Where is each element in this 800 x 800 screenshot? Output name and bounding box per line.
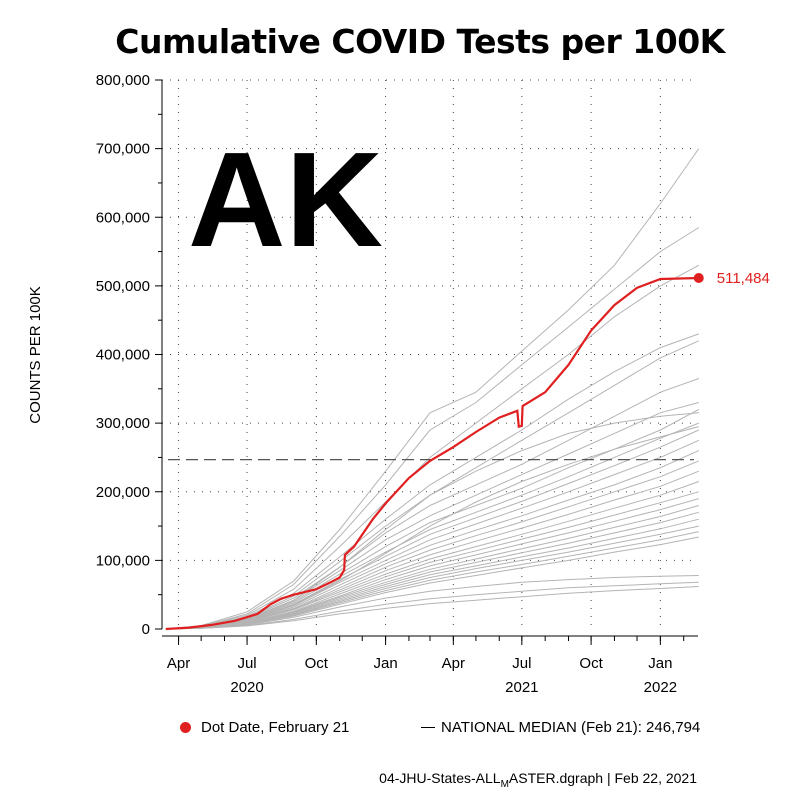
- other-state-line: [165, 408, 700, 630]
- other-state-line: [165, 505, 699, 630]
- other-state-line: [165, 586, 699, 630]
- other-state-line: [165, 429, 700, 630]
- line-icon: [421, 727, 435, 728]
- other-state-line: [165, 470, 699, 630]
- state-label: AK: [188, 124, 383, 275]
- x-tick-label-0: Apr: [167, 655, 190, 672]
- chart-title: Cumulative COVID Tests per 100K: [115, 22, 725, 61]
- other-state-line: [165, 227, 700, 630]
- x-year-label-0: 2020: [230, 679, 263, 696]
- y-tick-label-5: 500,000: [96, 278, 150, 295]
- other-states-lines: [165, 148, 700, 630]
- legend-dot-date: Dot Date, February 21: [180, 719, 349, 736]
- highlight-state-line: [165, 276, 699, 631]
- y-tick-label-8: 800,000: [96, 72, 150, 89]
- x-tick-label-7: Jan: [648, 655, 672, 672]
- footer-sub: M: [500, 778, 509, 790]
- red-dot-icon: [180, 722, 191, 733]
- x-tick-label-2: Oct: [305, 655, 329, 672]
- y-axis-label: COUNTS PER 100K: [27, 286, 44, 424]
- other-state-line: [165, 264, 700, 630]
- x-tick-label-3: Jan: [373, 655, 397, 672]
- other-state-line: [165, 460, 699, 630]
- y-tick-label-1: 100,000: [96, 552, 150, 569]
- other-state-line: [165, 402, 699, 630]
- x-tick-label-5: Jul: [512, 655, 531, 672]
- other-state-line: [165, 412, 699, 630]
- y-tick-label-6: 600,000: [96, 209, 150, 226]
- other-state-line: [165, 575, 699, 630]
- x-tick-label-6: Oct: [579, 655, 603, 672]
- other-state-line: [165, 450, 700, 630]
- y-tick-label-2: 200,000: [96, 484, 150, 501]
- other-state-line: [165, 148, 700, 630]
- x-year-label-2: 2022: [644, 679, 677, 696]
- legend-median: NATIONAL MEDIAN (Feb 21): 246,794: [421, 719, 700, 736]
- footer-suffix: ASTER.dgraph | Feb 22, 2021: [508, 770, 697, 786]
- x-year-label-1: 2021: [505, 679, 538, 696]
- highlight-end-label: 511,484: [717, 270, 770, 287]
- other-state-line: [165, 511, 699, 630]
- axes: 0 100,000 200,000 300,000 400,000 500,000 600,…: [96, 72, 698, 696]
- footer-prefix: 04-JHU-States-ALL: [379, 770, 501, 786]
- legend-median-label: NATIONAL MEDIAN (Feb 21): 246,794: [441, 719, 701, 736]
- footer-source: 04-JHU-States-ALLMASTER.dgraph | Feb 22,…: [379, 770, 697, 790]
- other-state-line: [165, 333, 699, 630]
- other-state-line: [165, 426, 699, 630]
- y-tick-label-3: 300,000: [96, 415, 150, 432]
- x-tick-label-1: Jul: [237, 655, 256, 672]
- y-tick-label-0: 0: [142, 621, 150, 638]
- other-state-line: [165, 498, 699, 630]
- other-state-line: [165, 481, 699, 630]
- highlight-end-dot: [693, 272, 704, 283]
- y-tick-label-4: 400,000: [96, 347, 150, 364]
- other-state-line: [165, 439, 700, 630]
- y-tick-label-7: 700,000: [96, 141, 150, 158]
- legend-dot-date-label: Dot Date, February 21: [201, 719, 350, 736]
- x-tick-label-4: Apr: [442, 655, 465, 672]
